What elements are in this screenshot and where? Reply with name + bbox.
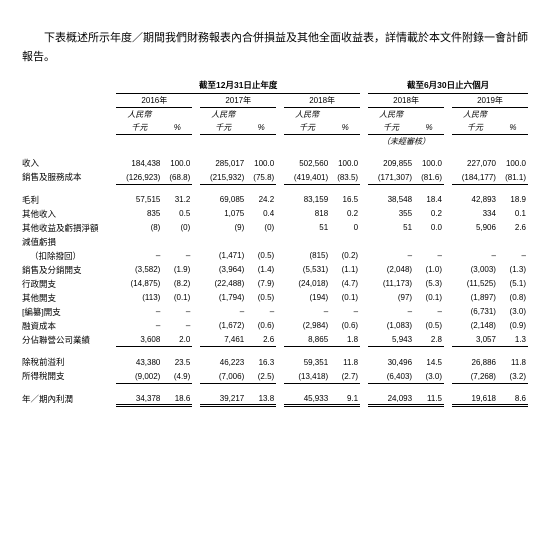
unit-k: 千元 (200, 121, 246, 135)
row-cogs: 銷售及服務成本 (126,923)(68.8) (215,932)(75.8) … (22, 170, 528, 184)
pct: % (498, 121, 528, 135)
year-2016: 2016年 (116, 94, 192, 108)
row-redact-exp: [編纂]開支 –– –– –– –– (6,731)(3.0) (22, 305, 528, 319)
row-other-exp: 其他開支 (113)(0.1) (1,794)(0.5) (194)(0.1) … (22, 291, 528, 305)
unaudited: （未經審核） (368, 135, 444, 149)
row-gross: 毛利 57,51531.2 69,08524.2 83,15916.5 38,5… (22, 193, 528, 207)
unit: 人民幣 (200, 108, 246, 122)
group1-header: 截至12月31日止年度 (116, 78, 360, 94)
row-revenue: 收入 184,438100.0 285,017100.0 502,560100.… (22, 156, 528, 170)
row-other-income: 其他收入 8350.5 1,0750.4 8180.2 3550.2 3340.… (22, 207, 528, 221)
year-2018a: 2018年 (284, 94, 360, 108)
unit: 人民幣 (116, 108, 162, 122)
row-assoc: 分佔聯營公司業績 3,6082.0 7,4612.6 8,8651.8 5,94… (22, 333, 528, 347)
year-2019: 2019年 (452, 94, 528, 108)
unit: 人民幣 (368, 108, 414, 122)
year-2018b: 2018年 (368, 94, 444, 108)
pct: % (414, 121, 444, 135)
pct: % (246, 121, 276, 135)
intro-text: 下表概述所示年度／期間我們財務報表內合併損益及其他全面收益表，詳情載於本文件附錄… (22, 29, 528, 66)
unit-k: 千元 (116, 121, 162, 135)
row-other-gain: 其他收益及虧損淨額 (8)(0) (9)(0) 510 510.0 5,9062… (22, 221, 528, 235)
unit-k: 千元 (284, 121, 330, 135)
row-finance: 融資成本 –– (1,672)(0.6) (2,984)(0.6) (1,083… (22, 319, 528, 333)
group2-header: 截至6月30日止六個月 (368, 78, 528, 94)
unit: 人民幣 (284, 108, 330, 122)
financial-table: 截至12月31日止年度 截至6月30日止六個月 2016年 2017年 2018… (22, 78, 528, 407)
unit-k: 千元 (452, 121, 498, 135)
unit: 人民幣 (452, 108, 498, 122)
row-tax: 所得稅開支 (9,002)(4.9) (7,006)(2.5) (13,418)… (22, 369, 528, 383)
unit-k: 千元 (368, 121, 414, 135)
pct: % (330, 121, 360, 135)
row-pbt: 除稅前溢利 43,38023.5 46,22316.3 59,35111.8 3… (22, 355, 528, 369)
pct: % (162, 121, 192, 135)
row-selling: 銷售及分銷開支 (3,582)(1.9) (3,964)(1.4) (5,531… (22, 263, 528, 277)
row-impair: （扣除撥回） –– (1,471)(0.5) (815)(0.2) –– –– (22, 249, 528, 263)
year-2017: 2017年 (200, 94, 276, 108)
row-net: 年／期內利潤 34,37818.6 39,21713.8 45,9339.1 2… (22, 392, 528, 406)
row-admin: 行政開支 (14,875)(8.2) (22,488)(7.9) (24,018… (22, 277, 528, 291)
row-impair-label: 減值虧損 (22, 235, 528, 249)
